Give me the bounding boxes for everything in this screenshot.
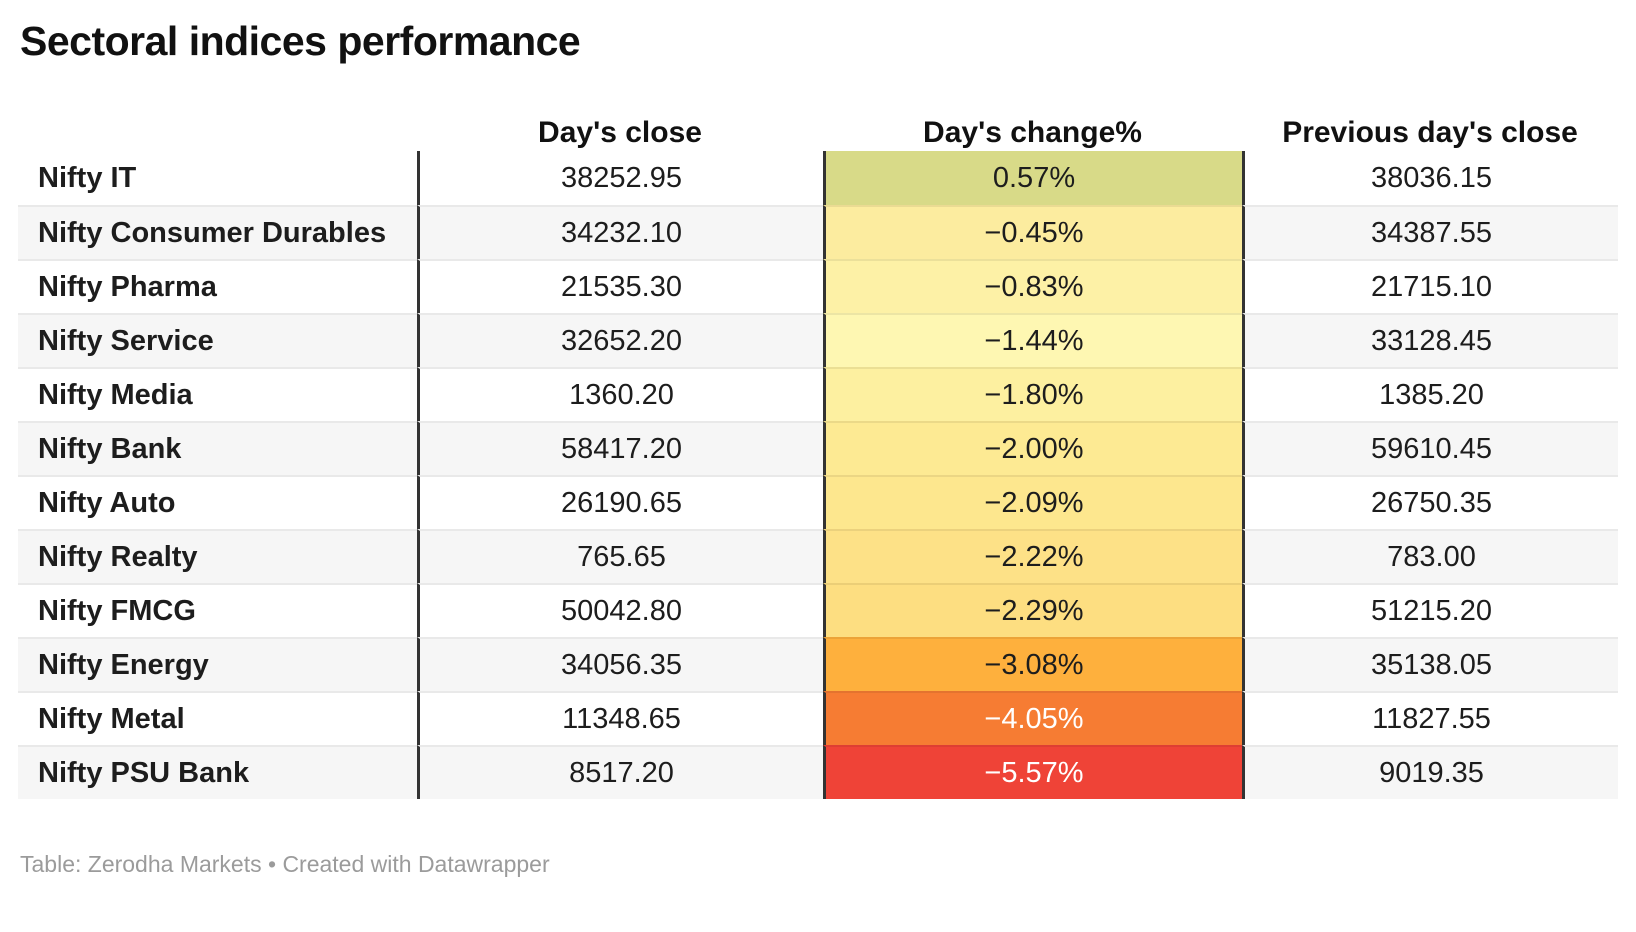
cell-days-change: −1.44% — [823, 313, 1242, 368]
cell-days-close: 34232.10 — [417, 205, 823, 260]
cell-prev-close: 35138.05 — [1242, 637, 1618, 692]
cell-days-change: −4.05% — [823, 691, 1242, 746]
cell-prev-close: 21715.10 — [1242, 259, 1618, 314]
row-label: Nifty Pharma — [18, 259, 417, 314]
cell-prev-close: 783.00 — [1242, 529, 1618, 584]
cell-days-close: 32652.20 — [417, 313, 823, 368]
cell-days-change: −3.08% — [823, 637, 1242, 692]
row-label: Nifty Auto — [18, 475, 417, 530]
cell-prev-close: 26750.35 — [1242, 475, 1618, 530]
row-label: Nifty Bank — [18, 421, 417, 476]
cell-days-close: 50042.80 — [417, 583, 823, 638]
datawrapper-table-chart: Sectoral indices performance Day's close… — [0, 18, 1636, 932]
cell-prev-close: 38036.15 — [1242, 151, 1618, 206]
cell-days-close: 11348.65 — [417, 691, 823, 746]
footer-credit: Table: Zerodha Markets • Created with Da… — [20, 851, 550, 877]
cell-days-close: 58417.20 — [417, 421, 823, 476]
cell-prev-close: 34387.55 — [1242, 205, 1618, 260]
cell-days-change: −0.45% — [823, 205, 1242, 260]
cell-days-close: 8517.20 — [417, 745, 823, 800]
row-label: Nifty Energy — [18, 637, 417, 692]
row-label: Nifty Service — [18, 313, 417, 368]
cell-days-close: 765.65 — [417, 529, 823, 584]
cell-days-change: −1.80% — [823, 367, 1242, 422]
cell-prev-close: 1385.20 — [1242, 367, 1618, 422]
cell-prev-close: 59610.45 — [1242, 421, 1618, 476]
cell-prev-close: 51215.20 — [1242, 583, 1618, 638]
row-label: Nifty Media — [18, 367, 417, 422]
row-label: Nifty PSU Bank — [18, 745, 417, 800]
row-label: Nifty IT — [18, 151, 417, 206]
cell-days-close: 1360.20 — [417, 367, 823, 422]
cell-days-close: 38252.95 — [417, 151, 823, 206]
cell-days-change: −0.83% — [823, 259, 1242, 314]
cell-days-close: 21535.30 — [417, 259, 823, 314]
row-label: Nifty Realty — [18, 529, 417, 584]
cell-prev-close: 33128.45 — [1242, 313, 1618, 368]
cell-days-change: −2.22% — [823, 529, 1242, 584]
cell-days-change: −2.09% — [823, 475, 1242, 530]
sectoral-indices-table: Day's close Day's change% Previous day's… — [18, 97, 1636, 800]
cell-days-change: −2.00% — [823, 421, 1242, 476]
row-label: Nifty FMCG — [18, 583, 417, 638]
row-label: Nifty Metal — [18, 691, 417, 746]
cell-days-change: 0.57% — [823, 151, 1242, 206]
row-label: Nifty Consumer Durables — [18, 205, 417, 260]
cell-days-close: 26190.65 — [417, 475, 823, 530]
cell-days-change: −5.57% — [823, 745, 1242, 800]
cell-days-change: −2.29% — [823, 583, 1242, 638]
cell-days-close: 34056.35 — [417, 637, 823, 692]
page-title: Sectoral indices performance — [20, 18, 581, 64]
cell-prev-close: 9019.35 — [1242, 745, 1618, 800]
cell-prev-close: 11827.55 — [1242, 691, 1618, 746]
